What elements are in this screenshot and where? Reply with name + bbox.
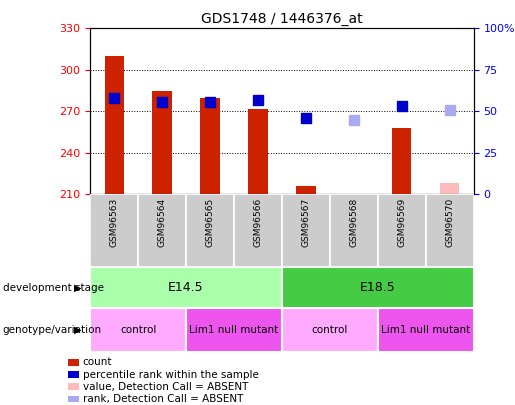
- Bar: [440, 183, 459, 194]
- Text: GSM96563: GSM96563: [110, 198, 118, 247]
- Bar: [90, 267, 282, 308]
- Text: GSM96566: GSM96566: [253, 198, 263, 247]
- Bar: [282, 267, 474, 308]
- Text: development stage: development stage: [3, 283, 104, 292]
- Bar: [68, 384, 79, 390]
- Text: control: control: [120, 325, 156, 335]
- Text: Lim1 null mutant: Lim1 null mutant: [381, 325, 471, 335]
- Text: count: count: [83, 358, 112, 367]
- Text: ▶: ▶: [74, 283, 81, 292]
- Bar: [426, 194, 474, 267]
- Bar: [152, 91, 171, 194]
- Bar: [296, 186, 316, 194]
- Bar: [378, 194, 426, 267]
- Text: genotype/variation: genotype/variation: [3, 325, 101, 335]
- Text: GSM96569: GSM96569: [398, 198, 406, 247]
- Bar: [248, 109, 268, 194]
- Title: GDS1748 / 1446376_at: GDS1748 / 1446376_at: [201, 12, 363, 26]
- Text: ▶: ▶: [74, 325, 81, 335]
- Bar: [378, 308, 474, 352]
- Bar: [282, 194, 330, 267]
- Bar: [68, 371, 79, 378]
- Bar: [138, 194, 186, 267]
- Text: GSM96568: GSM96568: [349, 198, 358, 247]
- Bar: [90, 308, 186, 352]
- Text: GSM96570: GSM96570: [445, 198, 454, 247]
- Bar: [186, 194, 234, 267]
- Text: rank, Detection Call = ABSENT: rank, Detection Call = ABSENT: [83, 394, 243, 404]
- Text: control: control: [312, 325, 348, 335]
- Text: value, Detection Call = ABSENT: value, Detection Call = ABSENT: [83, 382, 248, 392]
- Bar: [68, 359, 79, 366]
- Bar: [392, 128, 411, 194]
- Bar: [90, 194, 138, 267]
- Bar: [330, 194, 378, 267]
- Bar: [186, 308, 282, 352]
- Text: GSM96567: GSM96567: [301, 198, 311, 247]
- Bar: [200, 98, 219, 194]
- Bar: [105, 56, 124, 194]
- Bar: [282, 308, 378, 352]
- Text: E14.5: E14.5: [168, 281, 204, 294]
- Text: Lim1 null mutant: Lim1 null mutant: [190, 325, 279, 335]
- Bar: [234, 194, 282, 267]
- Text: GSM96565: GSM96565: [205, 198, 215, 247]
- Text: GSM96564: GSM96564: [158, 198, 166, 247]
- Text: percentile rank within the sample: percentile rank within the sample: [83, 370, 259, 379]
- Bar: [68, 396, 79, 402]
- Text: E18.5: E18.5: [360, 281, 396, 294]
